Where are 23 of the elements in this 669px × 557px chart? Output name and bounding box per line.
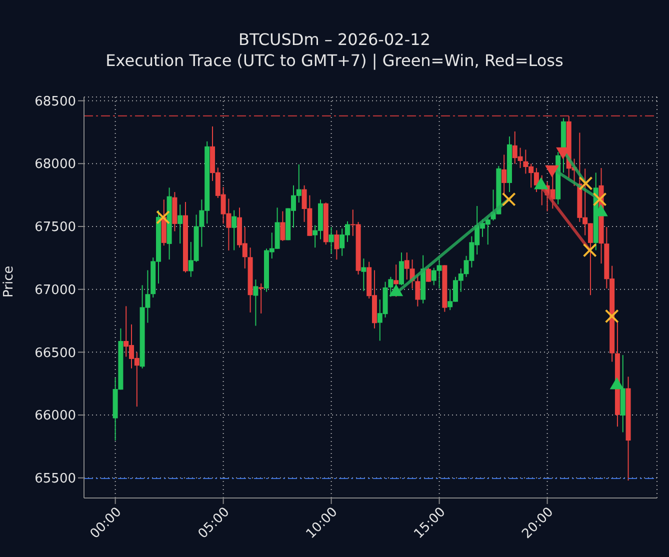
candlestick: [394, 264, 399, 298]
y-tick-label: 66500: [34, 346, 76, 361]
candlestick: [415, 274, 420, 307]
y-tick-label: 66000: [34, 408, 76, 424]
chart-subtitle: Execution Trace (UTC to GMT+7) | Green=Win, Red=Loss: [106, 51, 564, 70]
candlestick: [334, 230, 340, 260]
candlestick: [398, 252, 404, 286]
candlestick: [426, 267, 431, 282]
y-tick-label: 67000: [34, 282, 76, 298]
y-tick-label: 67500: [34, 220, 76, 236]
y-tick-label: 68500: [34, 94, 76, 110]
y-axis-title: Price: [2, 266, 17, 298]
candlestick: [280, 210, 286, 242]
candlestick: [253, 279, 258, 326]
y-tick-label: 65500: [34, 472, 76, 486]
candlestick: [502, 154, 507, 196]
chart-title: BTCUSDm – 2026-02-12: [238, 30, 430, 49]
candlestick: [232, 210, 237, 251]
candlestick: [258, 282, 264, 314]
candlestick: [361, 258, 366, 292]
candlestick: [328, 226, 334, 254]
candlestick: [178, 204, 183, 244]
y-tick-label: 68000: [34, 157, 76, 172]
